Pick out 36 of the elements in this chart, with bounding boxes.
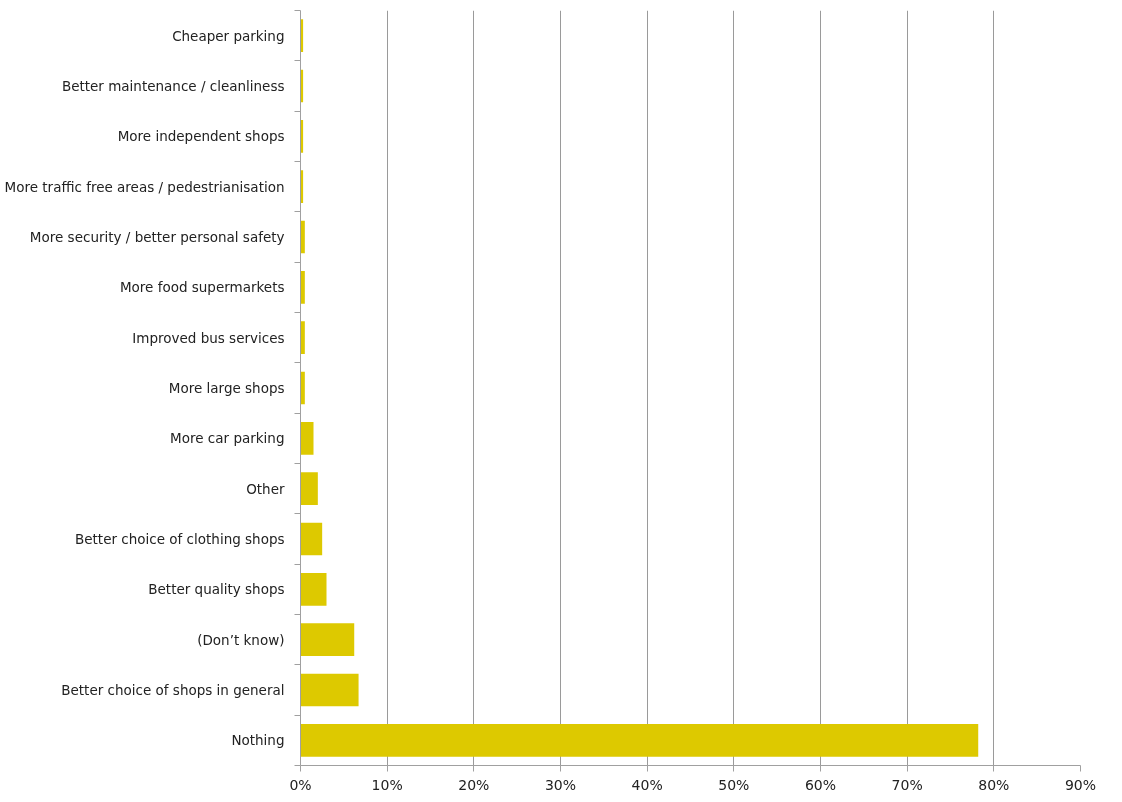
x-tick-label: 20% — [458, 776, 490, 793]
x-tick-label: 90% — [1064, 776, 1097, 793]
x-tick-label: 70% — [891, 776, 923, 793]
bar — [300, 472, 318, 506]
y-tick-label: Better choice of shops in general — [61, 682, 285, 698]
x-tick-label: 80% — [978, 776, 1010, 793]
bar — [300, 371, 305, 405]
y-tick-label: (Don’t know) — [197, 631, 285, 648]
bar — [300, 321, 305, 355]
y-tick-label: Better maintenance / cleanliness — [61, 78, 285, 94]
y-tick-label: Improved bus services — [132, 329, 285, 346]
x-tick-label: 0% — [289, 776, 312, 793]
y-tick-label: Nothing — [231, 732, 285, 749]
y-tick-label: More food supermarkets — [119, 279, 285, 296]
x-tick-label: 40% — [631, 776, 663, 793]
y-tick-label: Better quality shops — [148, 581, 285, 598]
bar — [300, 421, 314, 455]
x-tick-label: 10% — [371, 776, 403, 793]
bar — [300, 220, 305, 254]
bar — [300, 723, 979, 757]
x-tick-label: 50% — [718, 776, 750, 793]
y-tick-label: Other — [246, 480, 285, 497]
y-tick-label: More security / better personal safety — [29, 229, 285, 245]
y-tick-label: More traffic free areas / pedestrianisation — [4, 178, 285, 195]
bar — [300, 572, 327, 606]
y-tick-label: More large shops — [168, 380, 285, 396]
bar — [300, 522, 323, 556]
x-tick-label: 60% — [804, 776, 837, 793]
y-tick-label: More independent shops — [117, 128, 285, 145]
x-tick-label: 30% — [544, 776, 577, 793]
bar — [300, 673, 359, 707]
y-tick-label: Cheaper parking — [172, 27, 285, 44]
bar — [300, 270, 305, 304]
y-tick-label: Better choice of clothing shops — [74, 531, 285, 547]
y-tick-label: More car parking — [170, 430, 285, 447]
bar — [300, 623, 355, 657]
